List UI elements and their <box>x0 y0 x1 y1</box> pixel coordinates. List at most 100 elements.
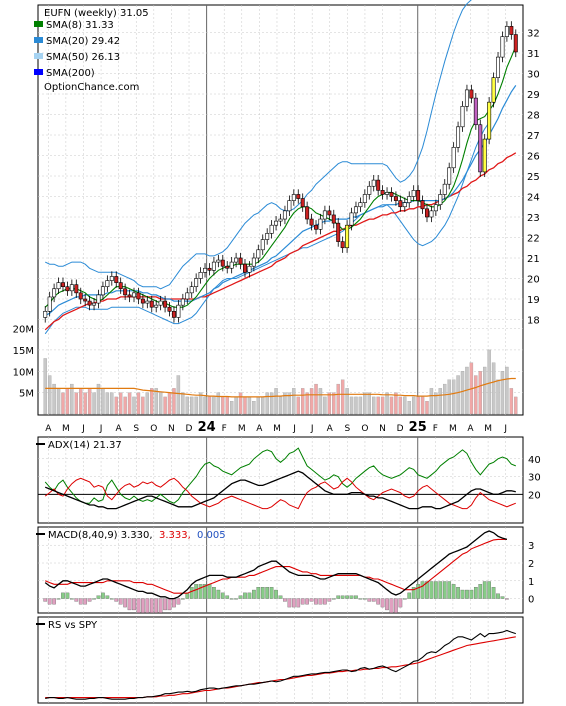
macd-histogram-bar <box>434 581 438 599</box>
candle-body <box>305 206 310 220</box>
adx-legend: ADX(14) 21.37 <box>36 440 122 451</box>
volume-bar <box>172 388 176 415</box>
candle-body <box>473 97 478 126</box>
sma50-line <box>44 152 517 331</box>
candle-body <box>327 210 332 216</box>
x-tick-label: J <box>292 424 296 434</box>
volume-bar <box>318 388 323 415</box>
x-tick-label: F <box>433 424 438 434</box>
volume-bar <box>398 396 403 415</box>
volume-bar <box>451 379 456 415</box>
volume-bar <box>252 401 256 415</box>
macd-histogram-bar <box>198 584 203 599</box>
macd-histogram-bar <box>318 598 323 605</box>
candle-body <box>491 77 496 103</box>
x-tick-label: O <box>361 424 368 434</box>
price-tick-label: 29 <box>527 90 540 101</box>
price-tick-label: 28 <box>527 111 540 122</box>
volume-bar <box>269 392 274 415</box>
candle-body <box>52 288 57 298</box>
candle-body <box>402 202 407 208</box>
volume-bar <box>234 396 238 415</box>
macd-tick-label: 3 <box>528 541 534 552</box>
adx-tick-label: 40 <box>528 455 541 466</box>
candle-body <box>43 310 48 318</box>
candle-body <box>83 298 88 302</box>
candle-body <box>336 222 341 242</box>
macd-histogram-bar <box>70 598 74 600</box>
candle-body <box>447 167 452 185</box>
macd-histogram-bar <box>141 598 145 613</box>
candle-body <box>282 210 287 220</box>
candle-body <box>429 210 434 218</box>
candle-body <box>118 282 123 290</box>
macd-histogram-bar <box>416 584 420 599</box>
macd-histogram-bar <box>247 592 252 599</box>
candle-body <box>300 198 305 208</box>
macd-histogram-bar <box>96 595 101 599</box>
macd-histogram-bar <box>225 595 230 599</box>
macd-histogram-bar <box>371 598 376 602</box>
candle-body <box>211 261 216 271</box>
volume-bar <box>500 371 505 415</box>
candle-body <box>309 218 314 226</box>
macd-histogram-bar <box>291 598 296 608</box>
candle-body <box>380 190 385 195</box>
volume-bar <box>101 388 105 415</box>
candle-body <box>274 220 279 226</box>
candle-body <box>60 282 65 288</box>
legend-swatch-sma8 <box>34 21 43 27</box>
volume-bar <box>176 375 181 415</box>
candle-body <box>478 124 483 173</box>
candle-body <box>185 292 190 300</box>
macd-histogram-bar <box>305 598 309 605</box>
candle-body <box>425 208 429 218</box>
macd-histogram-bar <box>154 598 159 613</box>
volume-bar <box>460 371 465 415</box>
macd-tick-label: 2 <box>528 559 534 570</box>
x-tick-label: J <box>99 424 103 434</box>
volume-bar <box>194 396 198 415</box>
candle-body <box>234 257 239 263</box>
candle-body <box>198 272 203 279</box>
macd-histogram-bar <box>300 598 305 605</box>
macd-signal-line <box>44 538 507 594</box>
candle-body <box>127 294 132 298</box>
price-tick-label: 27 <box>527 131 540 142</box>
volume-bar <box>198 392 203 415</box>
volume-bar <box>47 375 52 415</box>
macd-histogram-bar <box>447 581 452 599</box>
volume-bar <box>145 392 150 415</box>
volume-bar <box>425 401 429 415</box>
volume-bar <box>407 401 411 415</box>
adx-tick-label: 20 <box>528 490 541 501</box>
x-tick-label: M <box>62 424 70 434</box>
adx-tick-label: 30 <box>528 473 541 484</box>
volume-bar <box>243 396 247 415</box>
volume-bar <box>327 392 332 415</box>
volume-bar <box>56 388 61 415</box>
macd-histogram-bar <box>167 598 172 611</box>
candle-body <box>345 224 350 249</box>
volume-bar <box>247 396 252 415</box>
macd-histogram-bar <box>52 598 56 605</box>
macd-tick-label: 0 <box>528 595 534 606</box>
candle-body <box>149 300 154 308</box>
macd-histogram-bar <box>114 598 119 602</box>
volume-bar <box>114 396 118 415</box>
candle-body <box>158 300 163 306</box>
macd-histogram-bar <box>283 598 287 602</box>
macd-histogram-bar <box>65 592 70 599</box>
macd-histogram-bar <box>354 595 358 599</box>
macd-histogram-bar <box>149 598 154 613</box>
macd-histogram-bar <box>274 589 278 599</box>
macd-histogram-bar <box>505 598 509 600</box>
price-tick-label: 32 <box>527 29 540 40</box>
candle-body <box>500 36 505 58</box>
candle-body <box>296 194 301 199</box>
candle-body <box>225 265 230 269</box>
x-tick-label: A <box>116 424 123 434</box>
candle-body <box>92 302 97 306</box>
candle-body <box>487 101 492 140</box>
volume-bar <box>216 392 221 415</box>
